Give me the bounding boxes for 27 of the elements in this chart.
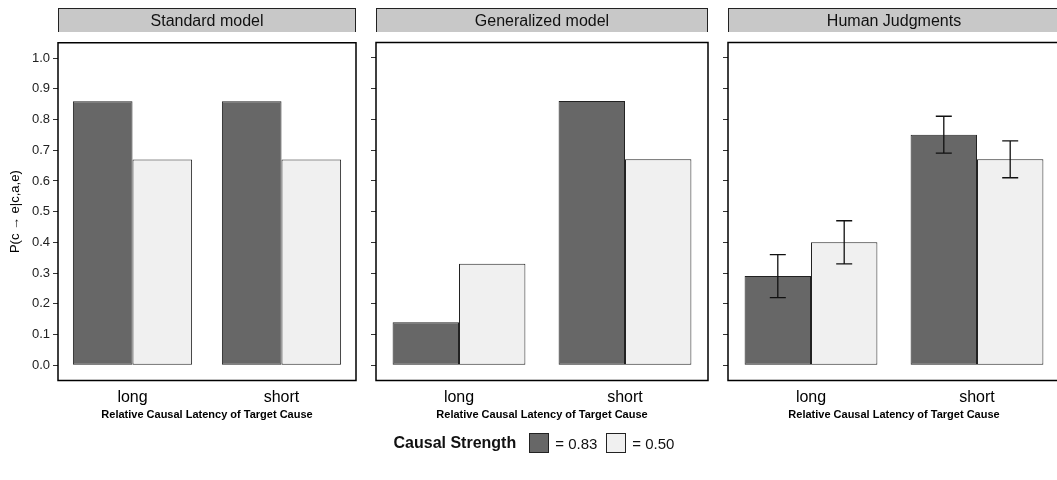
y-axis-title: P(c → e|c,a,e) [7, 170, 23, 254]
x-axis-title: Relative Causal Latency of Target Cause [788, 408, 1000, 421]
y-tick-label: 1.0 [31, 49, 50, 65]
y-tick-label: 0.3 [31, 264, 50, 280]
x-axis-title: Relative Causal Latency of Target Cause [436, 408, 648, 421]
y-tick-label: 0.6 [31, 172, 50, 188]
chart-title: Human Judgments [728, 8, 1057, 32]
y-tick-label: 0.7 [31, 141, 50, 157]
y-tick-label: 0.2 [31, 295, 50, 311]
x-axis-title: Relative Causal Latency of Target Cause [101, 408, 313, 421]
x-tick-label: long [443, 387, 475, 405]
y-tick-label: 0.4 [31, 233, 50, 249]
legend-label: = 0.50 [632, 434, 675, 452]
y-tick-label: 0.9 [31, 80, 50, 96]
x-tick-label: short [607, 387, 644, 405]
x-tick-label: long [795, 387, 827, 405]
legend-title: Causal Strength [393, 434, 517, 452]
legend-label: = 0.83 [555, 434, 598, 452]
y-tick-label: 0.8 [31, 111, 50, 127]
y-tick-label: 0.0 [31, 356, 50, 372]
chart-title: Standard model [58, 8, 356, 32]
chart-title: Generalized model [376, 8, 708, 32]
x-tick-label: long [117, 387, 148, 405]
y-tick-label: 0.1 [31, 326, 50, 342]
x-tick-label: short [959, 387, 996, 405]
y-tick-label: 0.5 [31, 203, 50, 219]
x-tick-label: short [263, 387, 300, 405]
